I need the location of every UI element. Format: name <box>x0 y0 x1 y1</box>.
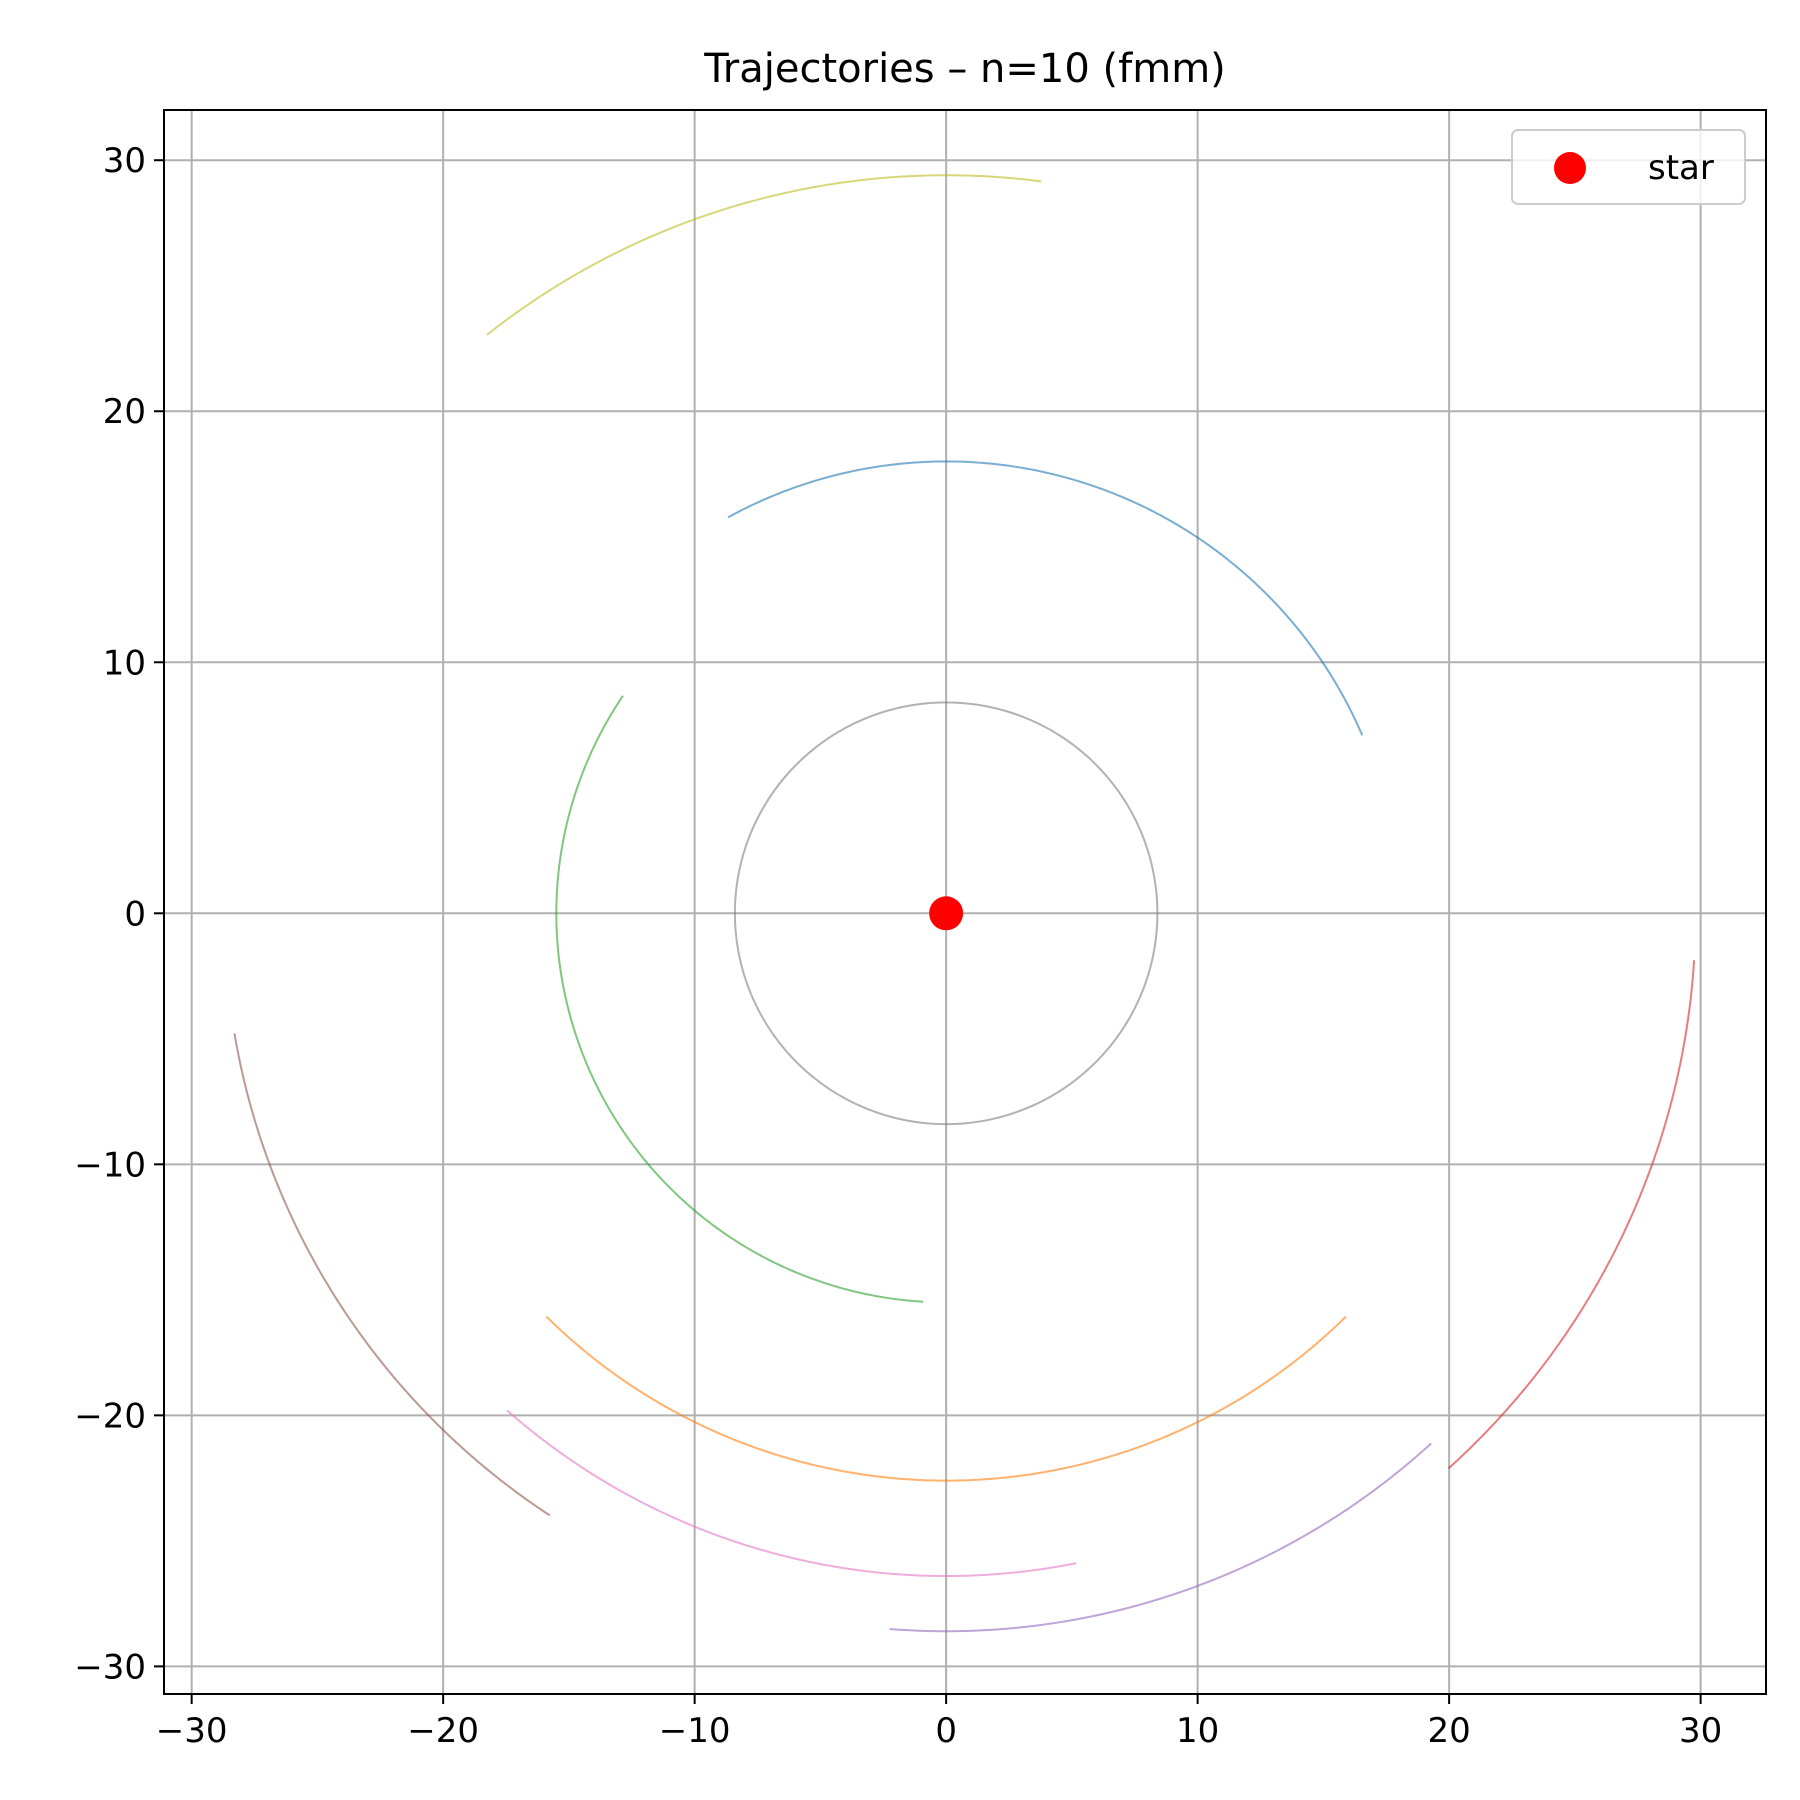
trajectory-5 <box>233 1033 551 1517</box>
trajectory-6 <box>506 1409 1077 1578</box>
trajectories <box>233 174 1696 1633</box>
y-tick-label-1: −20 <box>74 1396 146 1436</box>
trajectory-8 <box>486 174 1042 336</box>
y-tick-label-4: 10 <box>103 643 146 683</box>
star-layer <box>929 896 964 931</box>
x-tick-label-2: −10 <box>659 1711 731 1751</box>
y-tick-label-0: −30 <box>74 1647 146 1687</box>
grid <box>164 110 1766 1694</box>
legend: star <box>1511 129 1746 205</box>
x-tick-label-0: −30 <box>156 1711 228 1751</box>
legend-star-marker <box>1554 152 1586 184</box>
x-tick-label-1: −20 <box>407 1711 479 1751</box>
trajectory-7 <box>733 701 1159 1126</box>
y-tick-label-5: 20 <box>103 392 146 432</box>
trajectory-3 <box>1447 960 1696 1470</box>
y-tick-label-3: 0 <box>124 894 146 934</box>
trajectory-1 <box>545 1315 1347 1482</box>
legend-star-label: star <box>1648 148 1714 188</box>
x-tick-label-3: 0 <box>935 1711 957 1751</box>
ticks: −30 −20 −10 0 10 20 30 −30 −20 −10 0 10 20 30 <box>74 141 1722 1751</box>
x-tick-label-6: 30 <box>1679 1711 1722 1751</box>
star-marker <box>929 896 964 931</box>
y-tick-label-2: −10 <box>74 1145 146 1185</box>
trajectory-2 <box>555 695 924 1303</box>
x-tick-label-4: 10 <box>1176 1711 1219 1751</box>
x-tick-label-5: 20 <box>1427 1711 1470 1751</box>
trajectory-4 <box>889 1442 1432 1633</box>
y-tick-label-6: 30 <box>103 141 146 181</box>
plot-frame <box>163 109 1767 1695</box>
legend-box <box>1511 129 1746 205</box>
trajectory-0 <box>727 460 1364 736</box>
chart-title: Trajectories – n=10 (fmm) <box>703 46 1226 92</box>
